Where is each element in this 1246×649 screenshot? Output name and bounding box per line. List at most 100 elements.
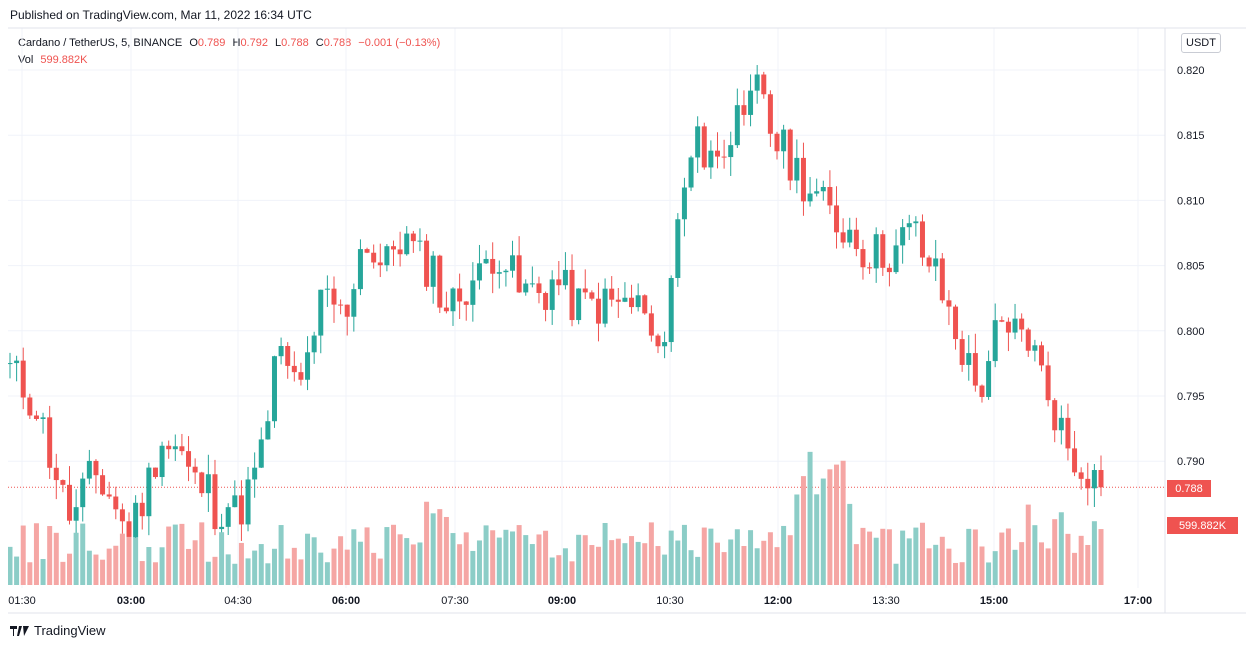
candle-body: [774, 133, 780, 152]
volume-bar: [807, 451, 813, 585]
volume-bar: [648, 522, 654, 585]
volume-bar: [1078, 535, 1084, 585]
volume-bar: [873, 537, 879, 585]
volume-bar: [490, 530, 496, 585]
volume-tag: 599.882K: [1167, 517, 1238, 534]
candlestick-chart[interactable]: [8, 28, 1165, 613]
volume-bar: [953, 562, 959, 585]
candle-body: [490, 258, 496, 274]
candle-body: [708, 150, 714, 168]
tradingview-brand[interactable]: TradingView: [10, 623, 106, 638]
low-label: L: [275, 37, 282, 49]
candle-body: [880, 234, 886, 268]
candle-body: [450, 288, 456, 312]
volume-bar: [397, 534, 403, 585]
candle-body: [886, 267, 892, 273]
candle-body: [794, 157, 800, 181]
symbol-label[interactable]: Cardano / TetherUS, 5, BINANCE: [18, 37, 183, 49]
volume-bar: [133, 537, 139, 585]
price-tick-label: 0.795: [1177, 391, 1205, 403]
candle-body: [926, 257, 932, 267]
volume-bar: [1091, 521, 1097, 585]
candle-body: [933, 258, 939, 267]
candle-body: [496, 272, 502, 274]
volume-bar: [681, 524, 687, 585]
volume-bar: [311, 537, 317, 585]
volume-bar: [602, 522, 608, 585]
candle-body: [919, 221, 925, 258]
volume-bar: [979, 546, 985, 585]
candle-body: [291, 365, 297, 373]
candle-body: [662, 342, 668, 347]
candle-body: [47, 417, 53, 468]
volume-bar: [126, 536, 132, 585]
volume-bar: [179, 523, 185, 585]
candle-body: [238, 495, 244, 525]
candle-body: [761, 74, 767, 95]
volume-bar: [1098, 529, 1104, 585]
candle-body: [179, 446, 185, 452]
low-value: 0.788: [281, 37, 309, 49]
candle-body: [754, 74, 760, 91]
candle-body: [463, 301, 469, 305]
candle-body: [205, 474, 211, 494]
candle-body: [470, 280, 476, 305]
volume-bar: [741, 546, 747, 585]
high-label: H: [232, 37, 241, 49]
volume-bar: [192, 540, 198, 585]
volume-bar: [860, 527, 866, 585]
candle-body: [1045, 365, 1051, 401]
volume-bar: [721, 552, 727, 585]
candle-body: [437, 255, 443, 308]
candle-body: [232, 495, 238, 508]
volume-bar: [80, 523, 86, 585]
candle-body: [516, 255, 522, 293]
candle-body: [734, 105, 740, 146]
candle-body: [503, 270, 509, 273]
candle-body: [1038, 345, 1044, 366]
volume-value: 599.882K: [40, 54, 88, 66]
volume-bar: [53, 532, 59, 585]
candle-body: [391, 246, 397, 250]
candle-body: [305, 352, 311, 380]
volume-bar: [919, 522, 925, 585]
volume-bar: [106, 548, 112, 585]
candle-body: [324, 288, 330, 290]
volume-bar: [73, 532, 79, 585]
volume-bar: [523, 535, 529, 585]
candle-body: [847, 229, 853, 243]
volume-bar: [331, 548, 337, 585]
volume-bar: [67, 553, 73, 585]
candle-body: [172, 446, 178, 450]
change-value: −0.001 (−0.13%): [358, 37, 441, 49]
volume-bar: [774, 547, 780, 585]
volume-bar: [622, 543, 628, 585]
candle-body: [1058, 417, 1064, 431]
currency-button[interactable]: USDT: [1181, 33, 1221, 53]
volume-bar: [258, 544, 264, 585]
volume-bar: [510, 531, 516, 585]
candle-body: [186, 451, 192, 467]
candle-body: [562, 269, 568, 286]
candle-body: [635, 295, 641, 308]
volume-bar: [113, 545, 119, 585]
candle-body: [73, 507, 79, 521]
volume-bar: [834, 464, 840, 585]
candle-body: [443, 307, 449, 312]
candle-body: [959, 339, 965, 365]
volume-bar: [33, 523, 39, 585]
candle-body: [787, 129, 793, 181]
volume-bar: [291, 547, 297, 585]
candle-body: [245, 479, 251, 525]
candle-body: [93, 460, 99, 476]
candle-body: [33, 415, 39, 419]
candle-body: [867, 267, 873, 269]
candle-body: [483, 258, 489, 264]
volume-bar: [629, 536, 635, 585]
high-value: 0.792: [240, 37, 268, 49]
candle-body: [675, 219, 681, 278]
volume-bar: [298, 559, 304, 585]
price-tick-label: 0.805: [1177, 261, 1205, 273]
candle-body: [999, 320, 1005, 322]
volume-bar: [556, 555, 562, 585]
